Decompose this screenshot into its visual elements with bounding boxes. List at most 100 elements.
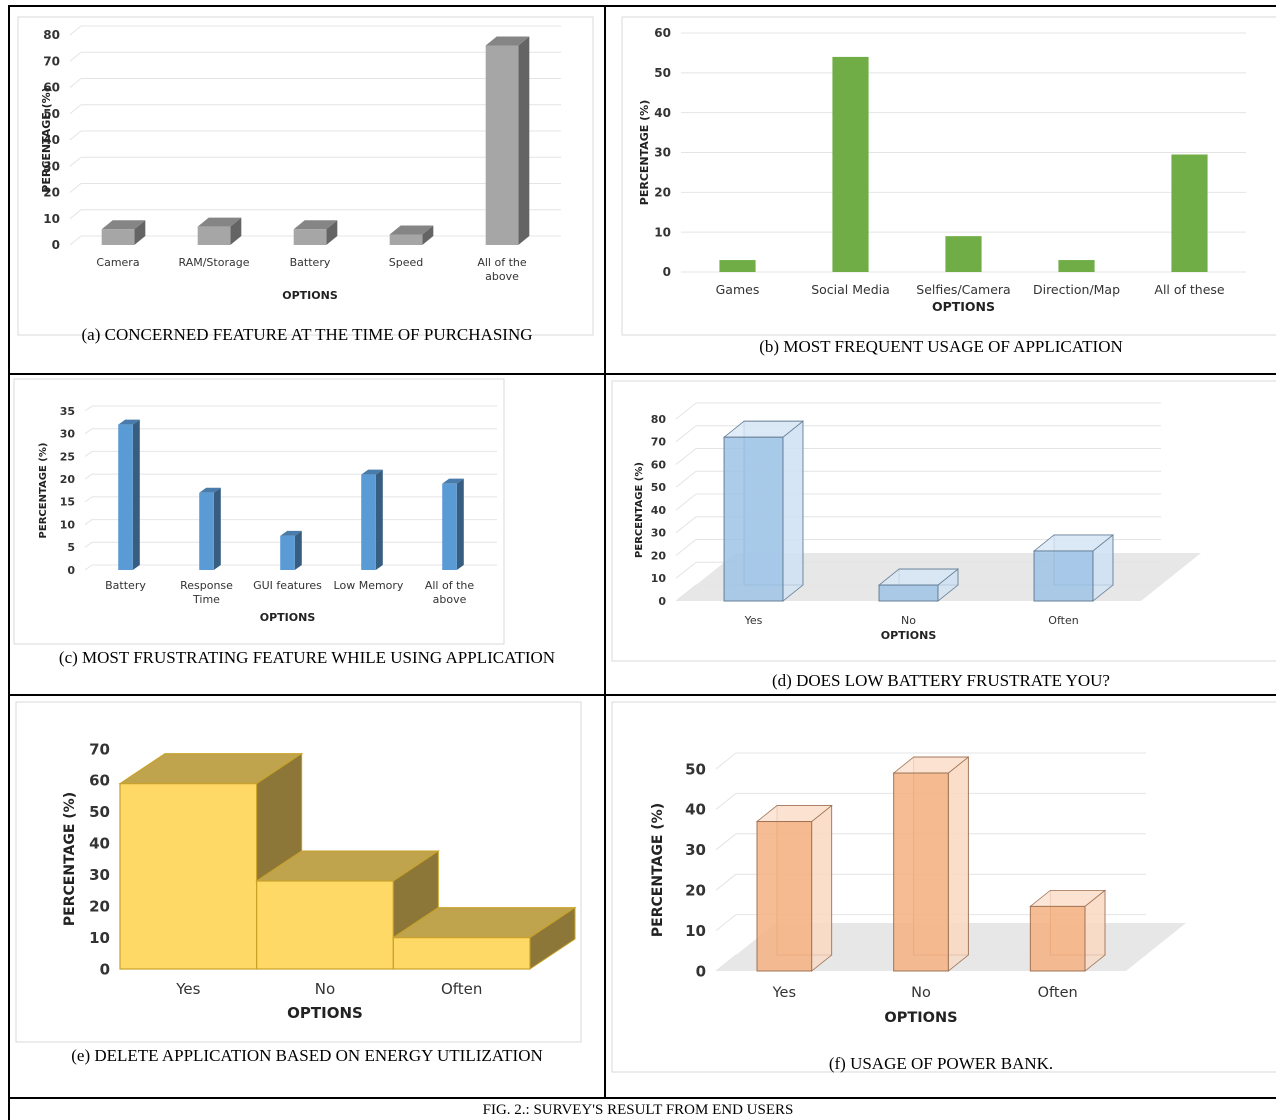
step-2 [392, 936, 531, 970]
bar-side-3 [375, 469, 383, 570]
y-tick-label: 0 [52, 238, 60, 252]
bar-top-0 [101, 220, 146, 230]
bar-side-2 [326, 220, 338, 245]
step-side-2 [529, 906, 576, 970]
y-tick-label: 10 [43, 212, 60, 226]
gridline-depth [69, 25, 82, 36]
x-category-line: Time [192, 593, 220, 606]
x-category-line: above [433, 593, 467, 606]
x-category-line: All of the [477, 256, 527, 269]
y-tick-label: 50 [654, 66, 671, 80]
y-tick-label: 5 [67, 541, 75, 554]
y-tick-label: 60 [654, 26, 671, 40]
bar-top-3 [389, 225, 434, 235]
x-category-label: GUI features [253, 579, 322, 592]
bar-side-1 [947, 756, 969, 972]
chart-e: 0 10 20 30 40 50 60 70 Yes No Often OPTIONS PERCENTA… [15, 701, 582, 1043]
x-category-label: Low Memory [334, 579, 404, 592]
y-axis-label: PERCENTAGE (%) [62, 792, 78, 926]
chart-c: 0 5 10 15 20 25 30 35 Battery Response Time GUI fea… [13, 378, 505, 645]
border-mid-vertical [604, 5, 606, 1098]
y-tick-label: 20 [654, 186, 671, 200]
step-0 [119, 782, 258, 970]
chart-frame [621, 16, 1276, 336]
gridline-depth [84, 519, 93, 525]
y-tick-label: 0 [696, 962, 706, 980]
bar-0 [723, 436, 784, 602]
bar-1 [832, 56, 869, 273]
y-tick-label: 10 [651, 572, 667, 585]
bar-2 [1029, 905, 1086, 972]
y-tick-label: 0 [100, 960, 110, 978]
bar-2 [280, 535, 295, 570]
bar-1 [197, 226, 231, 245]
chart-b: 0 10 20 30 40 50 60 Games Social Media Selfies/Ca… [621, 16, 1276, 336]
x-category-label: Games [716, 282, 760, 297]
bar-side-4 [456, 478, 464, 570]
panel-f: 0 10 20 30 40 50 Yes No Often OPTIONS PERCENTAGE (… [606, 696, 1276, 1097]
x-category-label: Social Media [811, 282, 890, 297]
y-tick-label: 0 [658, 595, 666, 608]
gridline-depth [84, 564, 93, 571]
gridline-depth [69, 183, 82, 193]
bar-3 [389, 234, 423, 245]
x-axis-label: OPTIONS [932, 299, 995, 314]
y-tick-label: 30 [685, 841, 706, 859]
gridline-depth [675, 402, 697, 420]
gridline-depth [715, 752, 737, 770]
border-row-1 [8, 373, 1276, 375]
panel-caption-f: (f) USAGE OF POWER BANK. [828, 1054, 1054, 1073]
y-tick-label: 50 [89, 803, 110, 821]
y-tick-label: 30 [60, 428, 76, 441]
gridline-depth [84, 428, 93, 435]
y-tick-label: 20 [89, 897, 110, 915]
y-axis-label: PERCENTAGE (%) [40, 87, 53, 192]
panel-caption-e: (e) DELETE APPLICATION BASED ON ENERGY U… [71, 1046, 543, 1065]
y-tick-label: 50 [651, 481, 667, 494]
step-1 [256, 880, 394, 970]
y-tick-label: 60 [651, 458, 667, 471]
x-category-line: Response [180, 579, 233, 592]
gridline-depth [675, 448, 697, 465]
y-tick-label: 0 [67, 564, 75, 577]
x-category-label: Camera [96, 256, 139, 269]
bar-side-0 [782, 420, 804, 602]
x-category-label: Battery [290, 256, 331, 269]
bar-side-4 [518, 36, 530, 245]
x-category-label: Often [441, 980, 482, 998]
x-category-label: Selfies/Camera [916, 282, 1010, 297]
bar-side-1 [213, 487, 221, 570]
bar-1 [199, 492, 214, 570]
x-category-label: Often [1038, 985, 1078, 1001]
x-category-label: Yes [772, 985, 796, 1001]
bar-top-2 [293, 220, 338, 230]
y-tick-label: 70 [651, 436, 667, 449]
x-axis-label: OPTIONS [884, 1010, 957, 1026]
bar-top-4 [442, 478, 464, 484]
gridline-depth [69, 209, 82, 220]
y-axis-label: PERCENTAGE (%) [634, 462, 645, 558]
chart-frame [13, 378, 505, 645]
gridline-depth [715, 954, 737, 972]
panel-a: 0 10 20 30 40 50 60 70 80 Camera RAM/Storage Batter… [10, 7, 604, 373]
bar-side-1 [230, 217, 242, 245]
bar-4 [485, 45, 519, 245]
gridline-depth [84, 473, 93, 480]
gridline-depth [69, 156, 82, 167]
x-category-label: RAM/Storage [179, 256, 250, 269]
panel-b: 0 10 20 30 40 50 60 Games Social Media Selfies/Ca… [606, 7, 1276, 373]
bar-2 [293, 229, 327, 245]
y-tick-label: 20 [43, 186, 60, 200]
border-row-2 [8, 694, 1276, 696]
y-tick-label: 60 [43, 81, 60, 95]
bar-0 [101, 229, 135, 245]
border-left [8, 5, 10, 1120]
y-tick-label: 80 [651, 413, 667, 426]
chart-frame [611, 380, 1276, 662]
y-tick-label: 40 [654, 106, 671, 120]
y-tick-label: 30 [651, 527, 667, 540]
y-tick-label: 15 [60, 496, 75, 509]
y-tick-label: 35 [60, 405, 75, 418]
panel-caption-d: (d) DOES LOW BATTERY FRUSTRATE YOU? [772, 671, 1110, 690]
